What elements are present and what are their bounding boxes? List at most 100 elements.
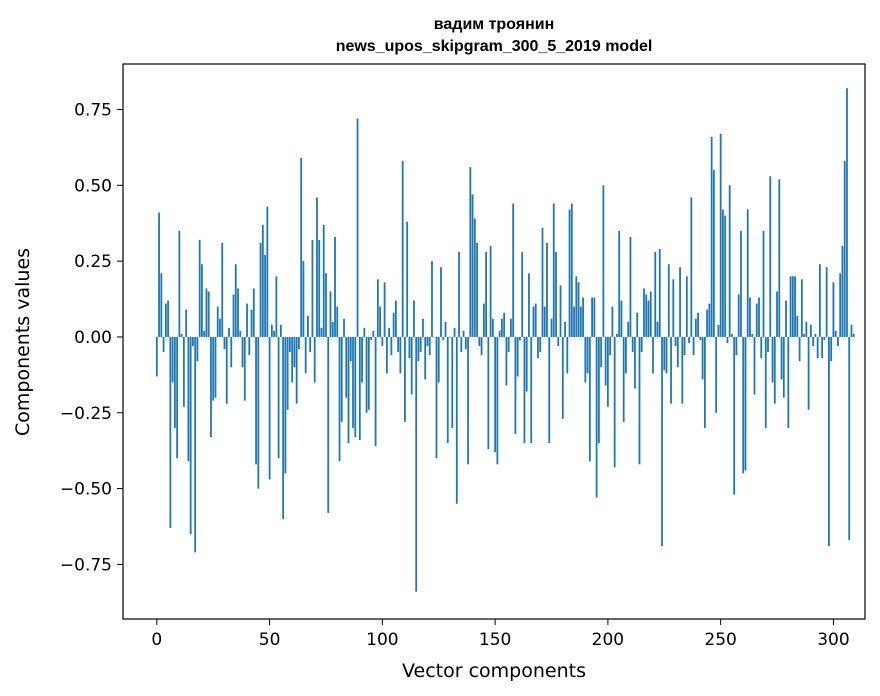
y-tick-label: −0.75 (60, 555, 112, 575)
bar-191 (586, 336, 589, 374)
bar-119 (424, 336, 427, 380)
bar-104 (390, 336, 393, 356)
bar-211 (631, 336, 634, 353)
bar-281 (789, 276, 792, 337)
bar-124 (435, 336, 438, 459)
bar-82 (340, 336, 343, 422)
bar-23 (207, 291, 210, 337)
bar-300 (832, 282, 835, 337)
bar-86 (349, 336, 352, 362)
bar-65 (302, 261, 305, 337)
bar-309 (852, 333, 855, 337)
bar-80 (336, 306, 339, 337)
bar-41 (248, 336, 251, 356)
bar-194 (593, 297, 596, 337)
bar-228 (670, 336, 672, 404)
bar-158 (512, 203, 515, 337)
bar-84 (345, 336, 348, 398)
bar-122 (431, 261, 433, 337)
bar-159 (514, 336, 517, 434)
bar-94 (367, 336, 370, 410)
bar-189 (582, 297, 584, 337)
bar-249 (717, 324, 720, 337)
bar-40 (246, 303, 248, 337)
bar-166 (530, 336, 533, 444)
bar-223 (658, 249, 661, 337)
bar-286 (800, 279, 803, 337)
bar-264 (751, 333, 754, 337)
bar-262 (746, 209, 749, 337)
bar-123 (433, 336, 436, 338)
bar-17 (194, 336, 197, 553)
bar-242 (701, 336, 704, 380)
bar-5 (167, 300, 169, 337)
bar-307 (848, 336, 851, 541)
bar-11 (180, 333, 183, 337)
bar-204 (616, 333, 618, 337)
bar-140 (471, 194, 474, 337)
bar-273 (771, 336, 774, 383)
bar-237 (690, 197, 693, 337)
bar-13 (185, 309, 188, 337)
x-axis-label: Vector components (402, 660, 586, 682)
bar-15 (189, 336, 192, 535)
bar-32 (228, 327, 230, 337)
bar-259 (740, 230, 742, 337)
bar-110 (404, 336, 406, 422)
bar-59 (288, 336, 291, 353)
bar-90 (358, 336, 361, 441)
bar-276 (778, 179, 781, 337)
bar-184 (570, 203, 573, 337)
bar-164 (525, 336, 528, 392)
bar-236 (688, 336, 690, 344)
bar-132 (453, 327, 456, 337)
bar-295 (821, 336, 824, 359)
bar-203 (613, 336, 616, 468)
bars-group (155, 88, 855, 592)
bar-246 (710, 136, 713, 337)
bar-99 (379, 306, 381, 337)
bar-213 (636, 312, 639, 337)
bar-35 (234, 264, 237, 337)
bar-178 (557, 336, 560, 347)
bar-125 (437, 336, 440, 383)
bar-95 (370, 336, 372, 340)
bar-62 (295, 336, 298, 404)
bar-135 (460, 336, 463, 353)
bar-180 (561, 336, 564, 419)
bar-154 (503, 312, 506, 337)
bar-285 (798, 336, 801, 362)
bar-50 (268, 336, 271, 480)
bar-137 (464, 336, 467, 350)
bar-24 (210, 336, 212, 438)
bar-181 (564, 321, 566, 337)
bar-171 (541, 227, 544, 337)
bar-206 (620, 300, 623, 337)
chart-title-line1: вадим троянин (434, 16, 554, 33)
bar-60 (291, 336, 294, 383)
bar-126 (440, 267, 442, 337)
bar-220 (652, 336, 654, 374)
bar-81 (338, 336, 341, 462)
bar-49 (266, 206, 269, 337)
bar-267 (758, 297, 760, 337)
bar-238 (692, 336, 695, 356)
bar-143 (478, 336, 481, 347)
bar-253 (726, 336, 729, 344)
bar-297 (825, 267, 828, 337)
bar-254 (728, 185, 731, 337)
bar-73 (320, 327, 323, 337)
bar-153 (500, 318, 503, 337)
bar-173 (546, 242, 548, 337)
chart-title-line2: news_upos_skipgram_300_5_2019 model (336, 38, 653, 55)
bar-34 (232, 294, 235, 337)
bar-106 (394, 300, 397, 337)
bar-55 (279, 324, 282, 337)
bar-121 (428, 336, 431, 356)
bar-278 (782, 336, 785, 398)
bar-139 (469, 167, 472, 337)
bar-8 (173, 336, 176, 428)
bar-304 (841, 245, 844, 337)
bar-22 (205, 288, 208, 337)
